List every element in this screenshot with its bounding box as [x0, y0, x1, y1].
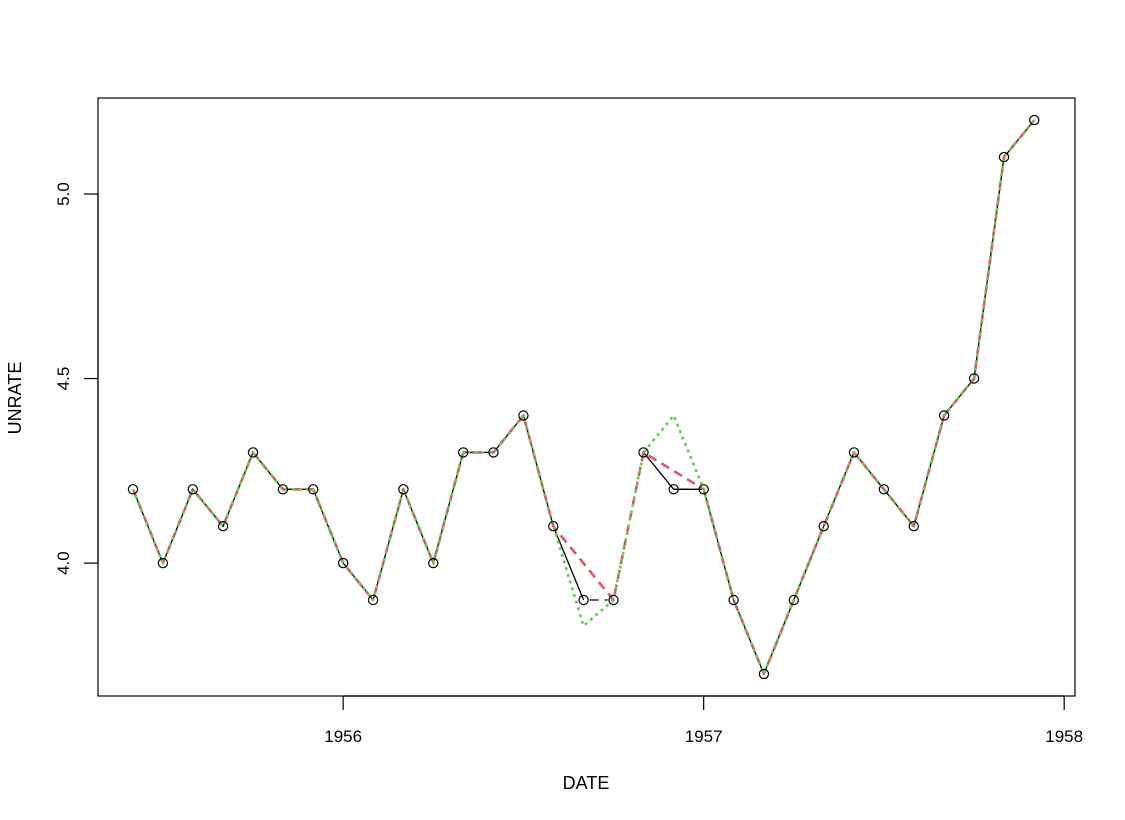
series-0-line-segment-0 [132, 414, 554, 602]
plot-frame [97, 97, 1076, 697]
data-point [367, 594, 379, 606]
data-point [518, 410, 529, 421]
data-point [338, 557, 349, 569]
series-2-dotted-line [131, 119, 1036, 676]
data-point [848, 447, 860, 458]
data-point [938, 410, 950, 421]
data-point [788, 594, 800, 606]
data-point [998, 151, 1010, 163]
y-axis-title: UNRATE [5, 362, 25, 435]
data-point [127, 484, 139, 495]
data-point [488, 447, 499, 458]
data-point [458, 447, 469, 458]
data-point [638, 447, 649, 458]
x-axis-title: DATE [563, 773, 610, 793]
x-tick-label: 1956 [324, 727, 362, 746]
x-tick-label: 1958 [1045, 727, 1083, 746]
data-point [398, 484, 409, 495]
series-0-line-segment-2 [642, 451, 675, 490]
series-1-dashed-line [131, 119, 1036, 676]
data-point [878, 484, 890, 495]
y-axis: 4.0 4.5 5.0 [54, 182, 99, 575]
data-point [1029, 114, 1040, 126]
x-tick-label: 1957 [685, 727, 723, 746]
data-point [157, 557, 169, 569]
series-layer [131, 119, 1036, 676]
y-tick-label: 5.0 [54, 182, 73, 206]
x-axis: 1956 1957 1958 [324, 695, 1083, 746]
data-point [277, 484, 289, 495]
series-0-line-segment-3 [673, 119, 1035, 676]
data-point [187, 484, 198, 495]
data-point [668, 484, 679, 495]
points-layer [127, 114, 1040, 680]
data-point [908, 521, 920, 532]
data-point [247, 447, 259, 458]
data-point [968, 373, 980, 384]
data-point [608, 594, 619, 606]
data-point [728, 594, 739, 606]
data-point [578, 594, 589, 606]
series-0-line-segment-1 [552, 525, 585, 601]
data-point [428, 557, 439, 569]
data-point [308, 484, 319, 495]
data-point [758, 668, 770, 680]
data-point [818, 521, 829, 532]
data-point [698, 484, 709, 495]
y-tick-label: 4.0 [54, 551, 73, 575]
y-tick-label: 4.5 [54, 367, 73, 391]
data-point [217, 521, 229, 532]
data-point [548, 521, 559, 532]
